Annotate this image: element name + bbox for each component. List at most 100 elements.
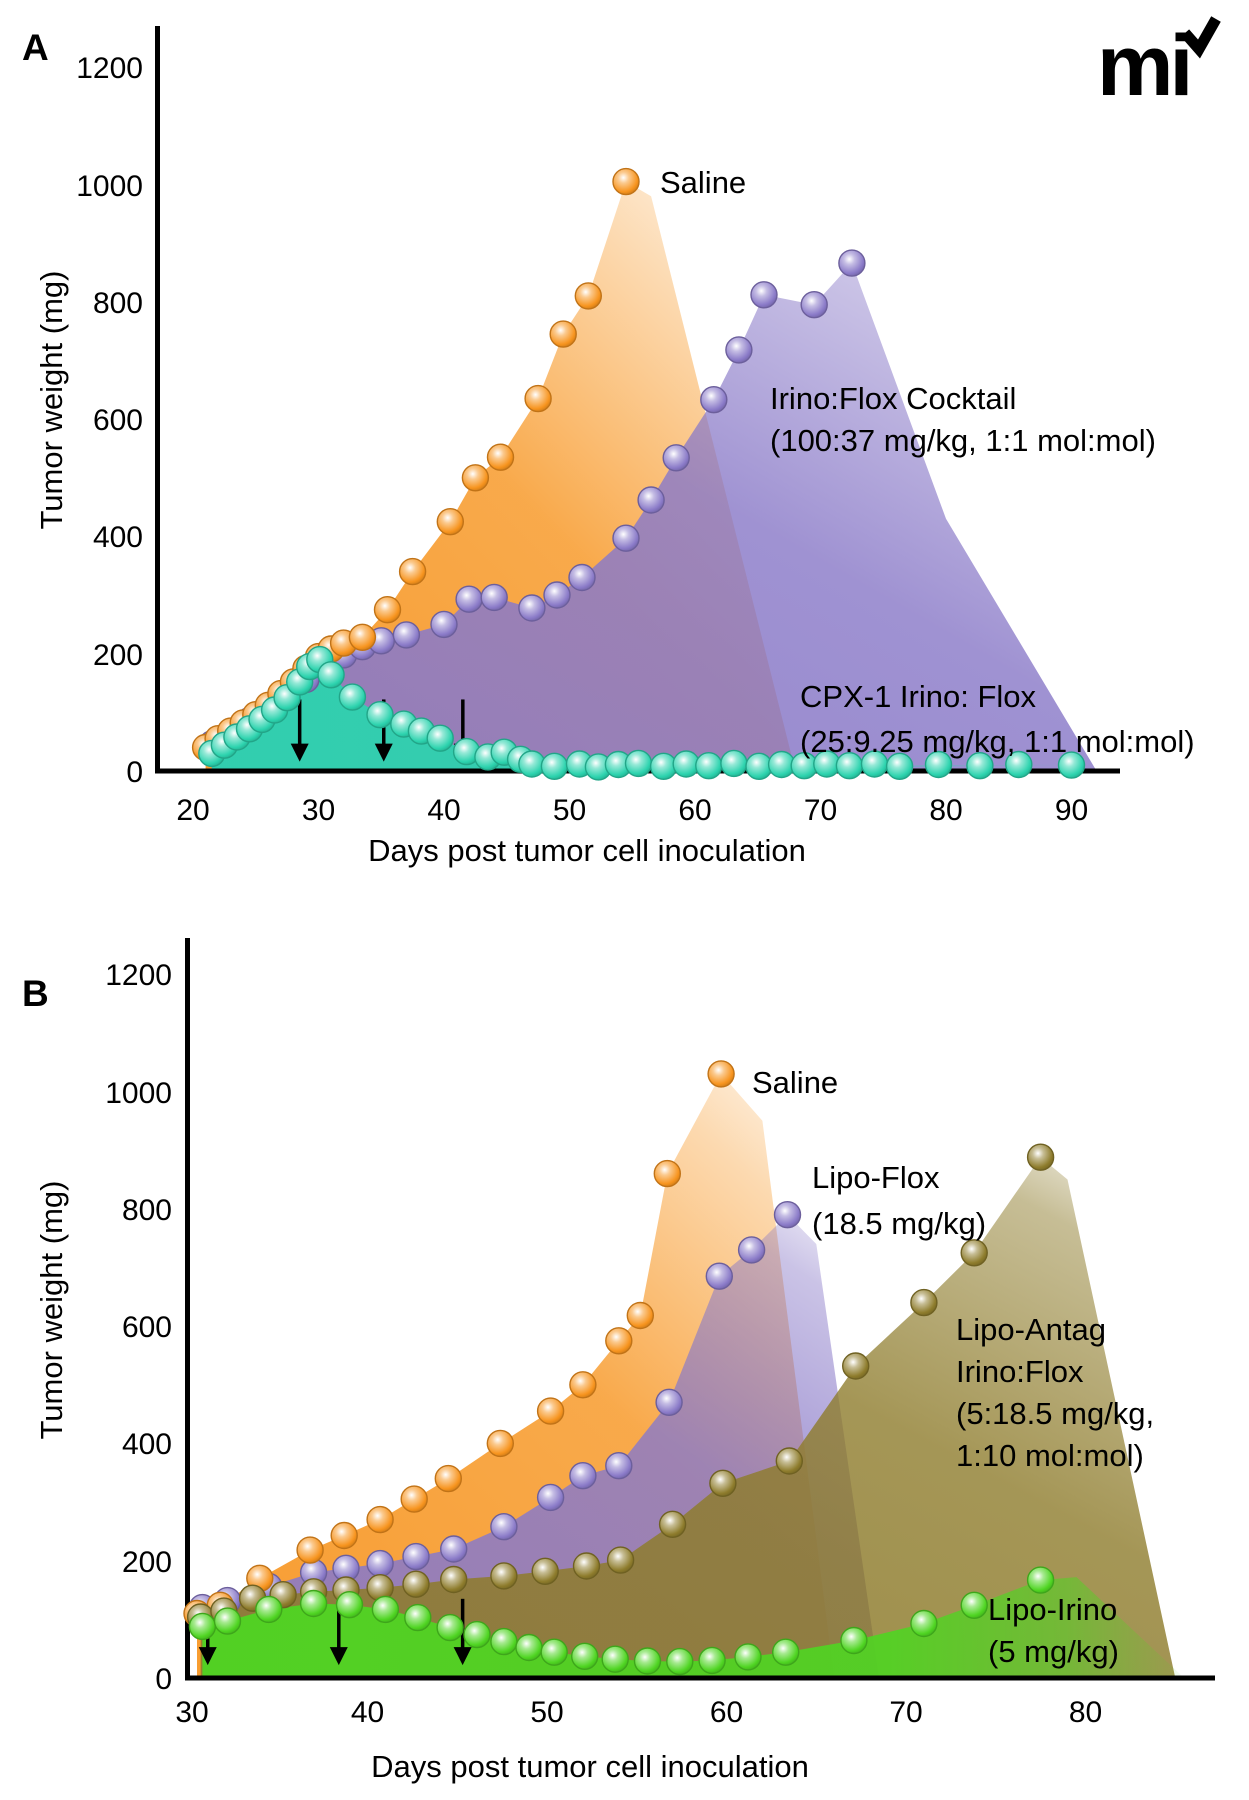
x-tick: 40	[351, 1696, 384, 1729]
data-point-saline	[400, 1485, 428, 1513]
data-point-lipo-flox	[605, 1451, 633, 1480]
label-lipoantag-line3: (5:18.5 mg/kg,	[956, 1396, 1154, 1431]
data-point-cpx-1-irino-flox	[695, 752, 723, 780]
data-point-lipo-antag-irino-flox	[842, 1352, 870, 1380]
x-tick: 60	[678, 794, 711, 827]
data-point-saline	[330, 1521, 358, 1550]
data-point-lipo-irino	[463, 1620, 491, 1649]
x-tick: 40	[427, 794, 460, 827]
data-point-lipo-irino	[601, 1645, 629, 1673]
data-point-saline	[605, 1327, 633, 1355]
data-point-lipo-antag-irino-flox	[658, 1510, 687, 1539]
data-point-lipo-irino	[633, 1647, 662, 1675]
data-point-irino-flox-cocktail	[750, 281, 778, 309]
data-point-irino-flox-cocktail	[392, 621, 421, 649]
data-point-irino-flox-cocktail	[637, 486, 665, 514]
data-point-irino-flox-cocktail	[838, 249, 866, 277]
data-point-lipo-antag-irino-flox	[775, 1447, 803, 1475]
y-tick: 1000	[76, 170, 143, 203]
data-point-irino-flox-cocktail	[455, 585, 483, 613]
data-point-lipo-irino	[404, 1603, 432, 1632]
data-point-lipo-irino	[188, 1612, 217, 1641]
logo-mi-text: mi	[1097, 18, 1189, 114]
data-point-saline	[524, 384, 552, 413]
data-point-lipo-antag-irino-flox	[606, 1546, 635, 1574]
label-cpx1-line1: CPX-1 Irino: Flox	[800, 679, 1037, 714]
data-point-cpx-1-irino-flox	[624, 749, 653, 778]
y-tick: 1200	[76, 52, 143, 85]
dose-arrow-head	[453, 1647, 472, 1666]
dose-arrow-head	[198, 1647, 217, 1666]
x-tick: 30	[302, 794, 335, 827]
y-tick: 400	[93, 521, 143, 554]
y-tick: 600	[93, 404, 143, 437]
data-point-irino-flox-cocktail	[662, 444, 690, 472]
data-point-saline	[653, 1159, 681, 1188]
panel-b-x-tick-labels: 30 40 50 60 70 80	[175, 1696, 1102, 1729]
panel-b-y-axis-title: Tumor weight (mg)	[34, 1181, 69, 1440]
data-point-lipo-flox	[655, 1388, 683, 1417]
data-point-lipo-antag-irino-flox	[910, 1288, 938, 1317]
label-lipoantag-line4: 1:10 mol:mol)	[956, 1438, 1144, 1473]
panel-b: B 1200 1000 800 600 400 200 0 30 40 50 6…	[22, 938, 1215, 1784]
data-point-lipo-irino	[540, 1638, 568, 1666]
panel-a-y-axis-title: Tumor weight (mg)	[34, 271, 69, 530]
data-point-saline	[373, 596, 402, 624]
data-point-cpx-1-irino-flox	[426, 724, 454, 752]
data-point-lipo-antag-irino-flox	[572, 1552, 601, 1580]
data-point-irino-flox-cocktail	[700, 386, 728, 414]
data-point-lipo-flox	[490, 1512, 518, 1541]
data-point-saline	[461, 464, 490, 492]
x-tick: 80	[1069, 1696, 1102, 1729]
data-point-cpx-1-irino-flox	[966, 752, 994, 780]
x-tick: 70	[889, 1696, 922, 1729]
logo-check-icon	[1180, 16, 1221, 59]
y-tick: 600	[122, 1311, 172, 1344]
data-point-lipo-antag-irino-flox	[1026, 1143, 1055, 1171]
journal-logo: mi	[1097, 16, 1221, 114]
data-point-lipo-flox	[536, 1483, 565, 1512]
y-tick: 800	[122, 1194, 172, 1227]
x-tick: 20	[176, 794, 209, 827]
data-point-lipo-irino	[840, 1626, 868, 1655]
panel-b-letter: B	[22, 973, 49, 1014]
data-point-cpx-1-irino-flox	[720, 749, 748, 778]
data-point-saline	[707, 1060, 735, 1088]
y-tick: 1000	[105, 1077, 172, 1110]
data-point-irino-flox-cocktail	[518, 594, 546, 622]
label-cocktail-line2: (100:37 mg/kg, 1:1 mol:mol)	[770, 423, 1156, 458]
data-point-saline	[348, 623, 377, 651]
x-tick: 30	[175, 1696, 208, 1729]
label-lipoflox-line1: Lipo-Flox	[812, 1160, 940, 1195]
data-point-lipo-irino	[299, 1589, 328, 1618]
data-point-lipo-flox	[402, 1542, 430, 1571]
data-point-irino-flox-cocktail	[568, 563, 596, 592]
data-point-lipo-irino	[490, 1627, 518, 1656]
x-tick: 50	[530, 1696, 563, 1729]
data-point-lipo-irino	[1026, 1566, 1055, 1594]
data-point-lipo-antag-irino-flox	[490, 1562, 518, 1590]
dose-arrow-head	[290, 743, 309, 762]
data-point-saline	[398, 557, 427, 586]
data-point-cpx-1-irino-flox	[540, 752, 569, 780]
data-point-saline	[434, 1464, 462, 1493]
panel-b-data-points	[183, 1060, 1055, 1676]
data-point-irino-flox-cocktail	[800, 291, 828, 319]
data-point-lipo-flox	[366, 1549, 394, 1578]
label-lipoflox-line2: (18.5 mg/kg)	[812, 1206, 986, 1241]
data-point-saline	[366, 1505, 394, 1534]
label-cpx1-line2: (25:9.25 mg/kg, 1:1 mol:mol)	[800, 724, 1195, 759]
data-point-saline	[296, 1536, 324, 1564]
area-irino-flox-cocktail	[211, 263, 1097, 771]
label-lipoantag-line2: Irino:Flox	[956, 1354, 1084, 1389]
data-point-irino-flox-cocktail	[543, 581, 571, 609]
data-point-cpx-1-irino-flox	[1005, 750, 1033, 779]
data-point-lipo-antag-irino-flox	[440, 1565, 468, 1594]
panel-a-data-points	[191, 167, 1086, 781]
panel-a: A 1200 1000 800 600 400 200 0 20 30 40 5…	[22, 26, 1195, 868]
data-point-cpx-1-irino-flox	[924, 750, 953, 779]
data-point-lipo-flox	[440, 1535, 468, 1563]
data-point-lipo-irino	[213, 1607, 242, 1635]
dose-arrow-head	[374, 743, 393, 762]
data-point-saline	[486, 443, 515, 471]
